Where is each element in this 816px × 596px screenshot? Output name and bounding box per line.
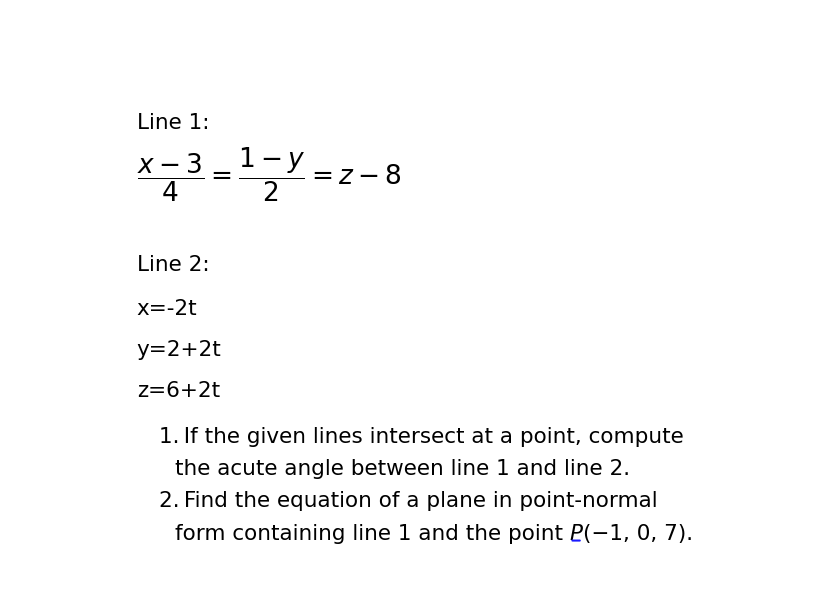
Text: form containing line 1 and the point: form containing line 1 and the point xyxy=(175,523,570,544)
Text: 2. Find the equation of a plane in point-normal: 2. Find the equation of a plane in point… xyxy=(159,492,658,511)
Text: the acute angle between line 1 and line 2.: the acute angle between line 1 and line … xyxy=(175,460,630,479)
Text: Line 2:: Line 2: xyxy=(137,255,210,275)
Text: y=2+2t: y=2+2t xyxy=(137,340,221,360)
Text: z=6+2t: z=6+2t xyxy=(137,381,220,401)
Text: P: P xyxy=(570,523,583,544)
Text: Line 1:: Line 1: xyxy=(137,113,209,133)
Text: x=-2t: x=-2t xyxy=(137,299,197,319)
Text: 1. If the given lines intersect at a point, compute: 1. If the given lines intersect at a poi… xyxy=(159,427,684,447)
Text: (−1, 0, 7).: (−1, 0, 7). xyxy=(583,523,693,544)
Text: $\dfrac{x-3}{4} = \dfrac{1-y}{2} = z-8$: $\dfrac{x-3}{4} = \dfrac{1-y}{2} = z-8$ xyxy=(137,145,401,204)
